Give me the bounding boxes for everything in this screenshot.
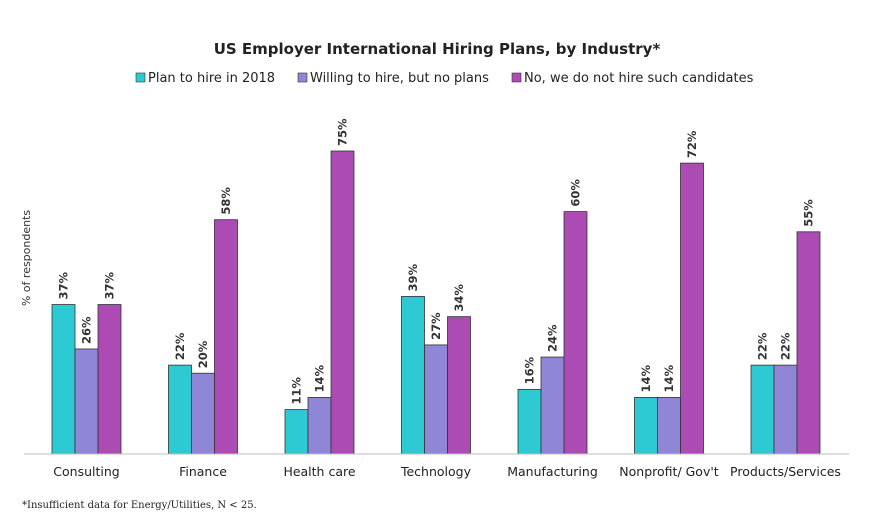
data-label-finance-plan-to-hire-in-2018: 22%: [173, 332, 187, 360]
data-label-manufacturing-plan-to-hire-in-2018: 16%: [523, 356, 537, 384]
footnote: *Insufficient data for Energy/Utilities,…: [22, 500, 257, 511]
bar-nonprofit-gov-t-no-we-do-not-hire-such-candidates: [680, 162, 704, 455]
data-label-technology-no-we-do-not-hire-such-candidates: 34%: [452, 284, 466, 312]
bar-group-manufacturing: 16% 24% 60%: [517, 179, 588, 455]
data-label-products-services-willing-to-hire-but-no-plans: 22%: [779, 332, 793, 360]
legend-swatch: [135, 72, 146, 83]
bar-technology-plan-to-hire-in-2018: [401, 296, 425, 455]
category-label-nonprofit-gov-t: Nonprofit/ Gov't: [619, 464, 718, 479]
category-labels: Consulting Finance Health care Technology Ma…: [53, 464, 841, 479]
legend-label: Willing to hire, but no plans: [310, 71, 489, 86]
bars: 37% 26% 37% 22% 20% 58% 11% 14% 75% 39% 27% 34% 16% 2…: [51, 118, 821, 455]
bar-manufacturing-no-we-do-not-hire-such-candidates: [563, 211, 588, 455]
legend-item-no-we-do-not-hire-such-candidates: No, we do not hire such candidates: [511, 71, 754, 86]
legend-item-willing-to-hire-but-no-plans: Willing to hire, but no plans: [297, 71, 489, 86]
legend: Plan to hire in 2018 Willing to hire, but…: [135, 71, 754, 86]
legend-label: Plan to hire in 2018: [148, 71, 275, 86]
data-label-finance-no-we-do-not-hire-such-candidates: 58%: [219, 187, 233, 215]
category-label-products-services: Products/Services: [730, 464, 841, 479]
bar-products-services-plan-to-hire-in-2018: [750, 364, 775, 455]
data-label-products-services-plan-to-hire-in-2018: 22%: [756, 332, 770, 360]
bar-group-consulting: 37% 26% 37%: [51, 272, 122, 455]
data-label-consulting-willing-to-hire-but-no-plans: 26%: [80, 316, 94, 344]
data-label-consulting-no-we-do-not-hire-such-candidates: 37%: [103, 272, 117, 300]
bar-finance-no-we-do-not-hire-such-candidates: [214, 219, 238, 455]
bar-manufacturing-willing-to-hire-but-no-plans: [540, 356, 565, 455]
data-label-manufacturing-willing-to-hire-but-no-plans: 24%: [546, 324, 560, 352]
data-label-consulting-plan-to-hire-in-2018: 37%: [57, 272, 71, 300]
data-label-technology-willing-to-hire-but-no-plans: 27%: [429, 312, 443, 340]
data-label-products-services-no-we-do-not-hire-such-candidates: 55%: [802, 199, 816, 227]
category-label-health-care: Health care: [283, 464, 355, 479]
data-label-health-care-willing-to-hire-but-no-plans: 14%: [313, 364, 327, 392]
legend-label: No, we do not hire such candidates: [524, 71, 754, 86]
legend-swatch: [511, 72, 522, 83]
data-label-nonprofit-gov-t-no-we-do-not-hire-such-candidates: 72%: [685, 130, 699, 158]
data-label-nonprofit-gov-t-willing-to-hire-but-no-plans: 14%: [662, 364, 676, 392]
data-label-health-care-no-we-do-not-hire-such-candidates: 75%: [336, 118, 350, 146]
category-label-manufacturing: Manufacturing: [507, 464, 598, 479]
category-label-finance: Finance: [179, 464, 227, 479]
bar-consulting-willing-to-hire-but-no-plans: [74, 348, 99, 455]
bar-manufacturing-plan-to-hire-in-2018: [517, 388, 542, 455]
bar-technology-no-we-do-not-hire-such-candidates: [447, 316, 471, 455]
y-axis-label: % of respondents: [20, 210, 33, 307]
bar-technology-willing-to-hire-but-no-plans: [424, 344, 448, 455]
bar-finance-willing-to-hire-but-no-plans: [191, 372, 215, 455]
data-label-technology-plan-to-hire-in-2018: 39%: [406, 263, 420, 291]
legend-swatch: [297, 72, 308, 83]
bar-group-health-care: 11% 14% 75%: [284, 118, 355, 455]
bar-health-care-willing-to-hire-but-no-plans: [307, 397, 332, 455]
category-label-consulting: Consulting: [53, 464, 119, 479]
bar-nonprofit-gov-t-plan-to-hire-in-2018: [634, 397, 658, 455]
bar-group-finance: 22% 20% 58%: [168, 187, 238, 455]
bar-products-services-no-we-do-not-hire-such-candidates: [796, 231, 821, 455]
bar-consulting-no-we-do-not-hire-such-candidates: [97, 304, 122, 455]
data-label-finance-willing-to-hire-but-no-plans: 20%: [196, 340, 210, 368]
bar-consulting-plan-to-hire-in-2018: [51, 304, 76, 455]
bar-nonprofit-gov-t-willing-to-hire-but-no-plans: [657, 397, 681, 455]
chart-title: US Employer International Hiring Plans, …: [214, 40, 661, 58]
bar-group-nonprofit-gov-t: 14% 14% 72%: [634, 130, 704, 455]
bar-health-care-plan-to-hire-in-2018: [284, 409, 309, 455]
category-label-technology: Technology: [400, 464, 472, 479]
bar-health-care-no-we-do-not-hire-such-candidates: [330, 150, 355, 455]
data-label-health-care-plan-to-hire-in-2018: 11%: [290, 377, 304, 405]
bar-products-services-willing-to-hire-but-no-plans: [773, 364, 798, 455]
chart: US Employer International Hiring Plans, …: [20, 40, 849, 479]
legend-item-plan-to-hire-in-2018: Plan to hire in 2018: [135, 71, 275, 86]
bar-group-products-services: 22% 22% 55%: [750, 199, 821, 455]
bar-finance-plan-to-hire-in-2018: [168, 364, 192, 455]
bar-group-technology: 39% 27% 34%: [401, 263, 471, 455]
data-label-manufacturing-no-we-do-not-hire-such-candidates: 60%: [569, 179, 583, 207]
data-label-nonprofit-gov-t-plan-to-hire-in-2018: 14%: [639, 364, 653, 392]
